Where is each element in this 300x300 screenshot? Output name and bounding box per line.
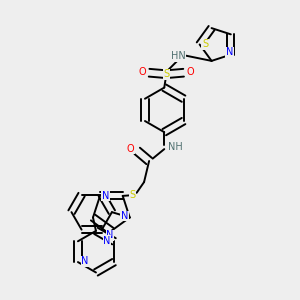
Text: N: N: [226, 47, 233, 57]
Text: N: N: [121, 211, 128, 221]
Text: O: O: [127, 143, 134, 154]
Text: O: O: [139, 67, 146, 77]
Text: S: S: [129, 190, 135, 200]
Text: N: N: [81, 256, 89, 266]
Text: NH: NH: [168, 142, 183, 152]
Text: N: N: [102, 191, 109, 201]
Text: N: N: [103, 236, 110, 246]
Text: O: O: [187, 67, 194, 77]
Text: S: S: [202, 40, 208, 50]
Text: S: S: [163, 69, 170, 79]
Text: N: N: [106, 230, 114, 240]
Text: HN: HN: [171, 51, 186, 62]
